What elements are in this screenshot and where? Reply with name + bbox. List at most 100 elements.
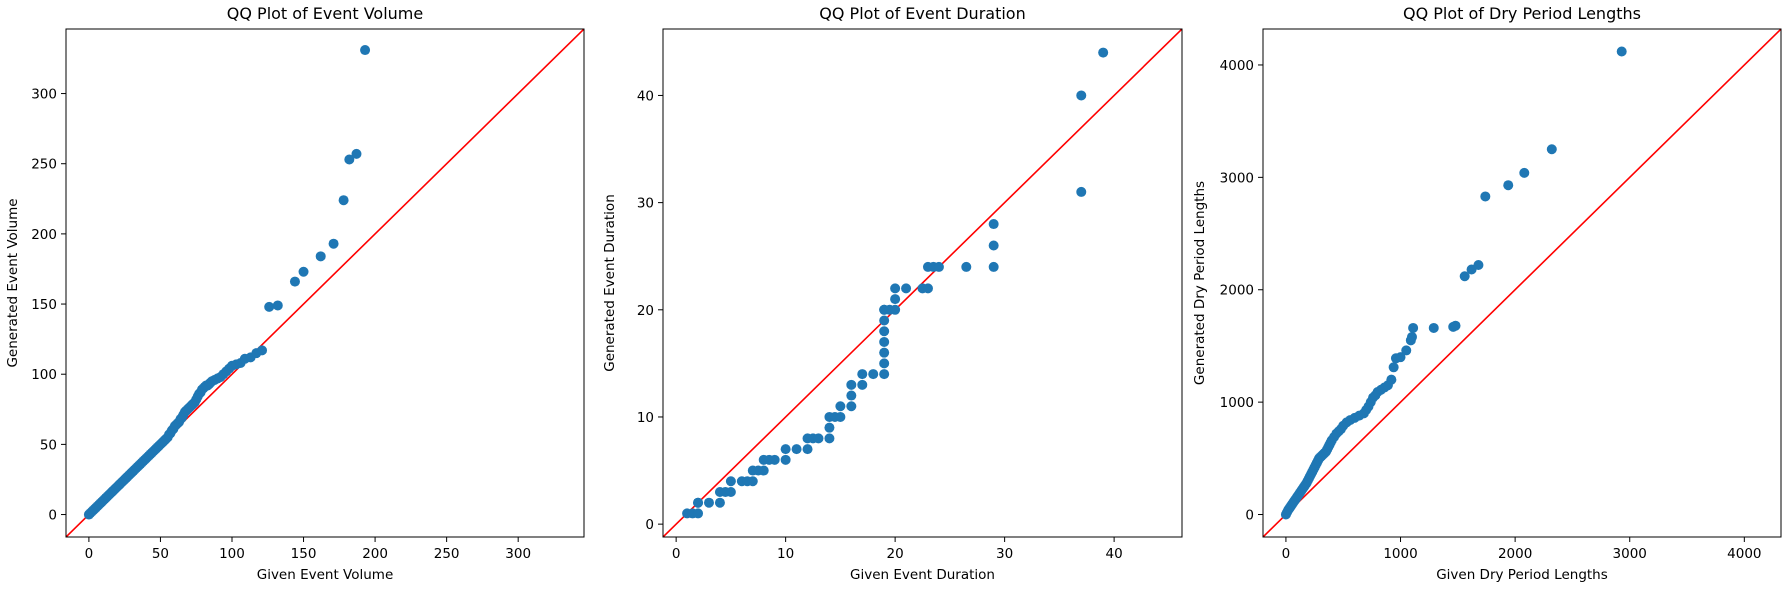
y-axis-label: Generated Event Duration (602, 194, 618, 372)
y-tick-label: 10 (637, 410, 654, 426)
data-point (802, 444, 813, 455)
x-tick-label: 2000 (1498, 546, 1532, 562)
data-point (988, 240, 999, 251)
y-tick-label: 200 (31, 227, 57, 243)
data-point (758, 465, 769, 476)
chart-panel-3: 0 1000 2000 3000 4000 0 1000 2000 3000 4000 QQ Plo… (1192, 4, 1782, 583)
data-point (1076, 90, 1087, 101)
y-tick-label: 150 (31, 297, 57, 313)
data-point (264, 301, 275, 312)
data-point (1503, 180, 1514, 191)
y-tick-label: 3000 (1220, 170, 1254, 186)
x-axis-label: Given Event Volume (257, 567, 394, 583)
plot-frame (1262, 28, 1782, 538)
x-tick-label: 0 (1282, 546, 1291, 562)
chart-panel-1: 0 50 100 150 200 250 300 0 50 100 150 200 250 300 QQ P… (5, 4, 585, 583)
data-point (857, 369, 868, 380)
data-point (725, 476, 736, 487)
data-point (351, 148, 362, 159)
data-point (272, 300, 283, 311)
y-tick-label: 40 (637, 88, 654, 104)
data-point (693, 497, 704, 508)
x-tick-label: 100 (219, 546, 245, 562)
x-tick-label: 0 (85, 546, 94, 562)
data-point (298, 266, 309, 277)
data-point (988, 219, 999, 230)
x-axis-label: Given Event Duration (850, 567, 995, 583)
data-point (879, 358, 890, 369)
y-tick-label: 2000 (1220, 283, 1254, 299)
data-point (835, 411, 846, 422)
data-point (1428, 322, 1439, 333)
plot-frame (662, 28, 1183, 538)
data-point (780, 444, 791, 455)
plot-frame (65, 28, 585, 538)
x-axis-label: Given Dry Period Lengths (1436, 567, 1608, 583)
data-point (1395, 352, 1406, 363)
x-tick-label: 1000 (1383, 546, 1417, 562)
y-tick-label: 100 (31, 367, 57, 383)
data-point (1098, 47, 1109, 58)
chart-title: QQ Plot of Event Duration (819, 4, 1025, 23)
scatter-series (682, 47, 1109, 519)
data-point (791, 444, 802, 455)
data-point (890, 304, 901, 315)
data-point (879, 326, 890, 337)
y-tick-label: 4000 (1220, 58, 1254, 74)
data-point (780, 454, 791, 465)
data-point (879, 315, 890, 326)
data-point (344, 154, 355, 165)
x-tick-label: 3000 (1613, 546, 1647, 562)
y-tick-label: 1000 (1220, 395, 1254, 411)
data-point (769, 454, 780, 465)
x-tick-label: 250 (434, 546, 460, 562)
x-tick-label: 30 (996, 546, 1013, 562)
data-point (1473, 260, 1484, 271)
x-tick-label: 0 (672, 546, 681, 562)
data-point (693, 508, 704, 519)
data-point (1386, 374, 1397, 385)
chart-title: QQ Plot of Event Volume (227, 4, 423, 23)
data-point (1406, 331, 1417, 342)
data-point (879, 369, 890, 380)
data-point (813, 433, 824, 444)
x-tick-label: 200 (362, 546, 388, 562)
x-tick-label: 4000 (1727, 546, 1761, 562)
x-tick-label: 300 (505, 546, 531, 562)
y-tick-label: 0 (1245, 508, 1254, 524)
data-point (1519, 167, 1530, 178)
data-point (1616, 46, 1627, 57)
data-point (879, 336, 890, 347)
data-point (824, 433, 835, 444)
data-point (1546, 144, 1557, 155)
reference-line (663, 29, 1182, 537)
data-point (703, 497, 714, 508)
data-point (328, 238, 339, 249)
data-point (933, 261, 944, 272)
data-point (835, 401, 846, 412)
x-tick-label: 150 (291, 546, 317, 562)
data-point (890, 294, 901, 305)
data-point (725, 486, 736, 497)
x-tick-label: 50 (152, 546, 169, 562)
data-point (1408, 322, 1419, 333)
x-tick-label: 20 (887, 546, 904, 562)
y-tick-label: 30 (637, 196, 654, 212)
y-tick-label: 300 (31, 87, 57, 103)
chart-title: QQ Plot of Dry Period Lengths (1403, 4, 1641, 23)
data-point (868, 369, 879, 380)
y-tick-label: 250 (31, 157, 57, 173)
y-axis-label: Generated Dry Period Lengths (1192, 181, 1208, 385)
data-point (1388, 362, 1399, 373)
data-point (879, 347, 890, 358)
data-point (846, 401, 857, 412)
data-point (1076, 186, 1087, 197)
y-axis-label: Generated Event Volume (5, 198, 21, 367)
data-point (714, 497, 725, 508)
data-point (890, 283, 901, 294)
data-point (846, 390, 857, 401)
data-point (1480, 191, 1491, 202)
data-point (338, 195, 349, 206)
data-point (857, 379, 868, 390)
